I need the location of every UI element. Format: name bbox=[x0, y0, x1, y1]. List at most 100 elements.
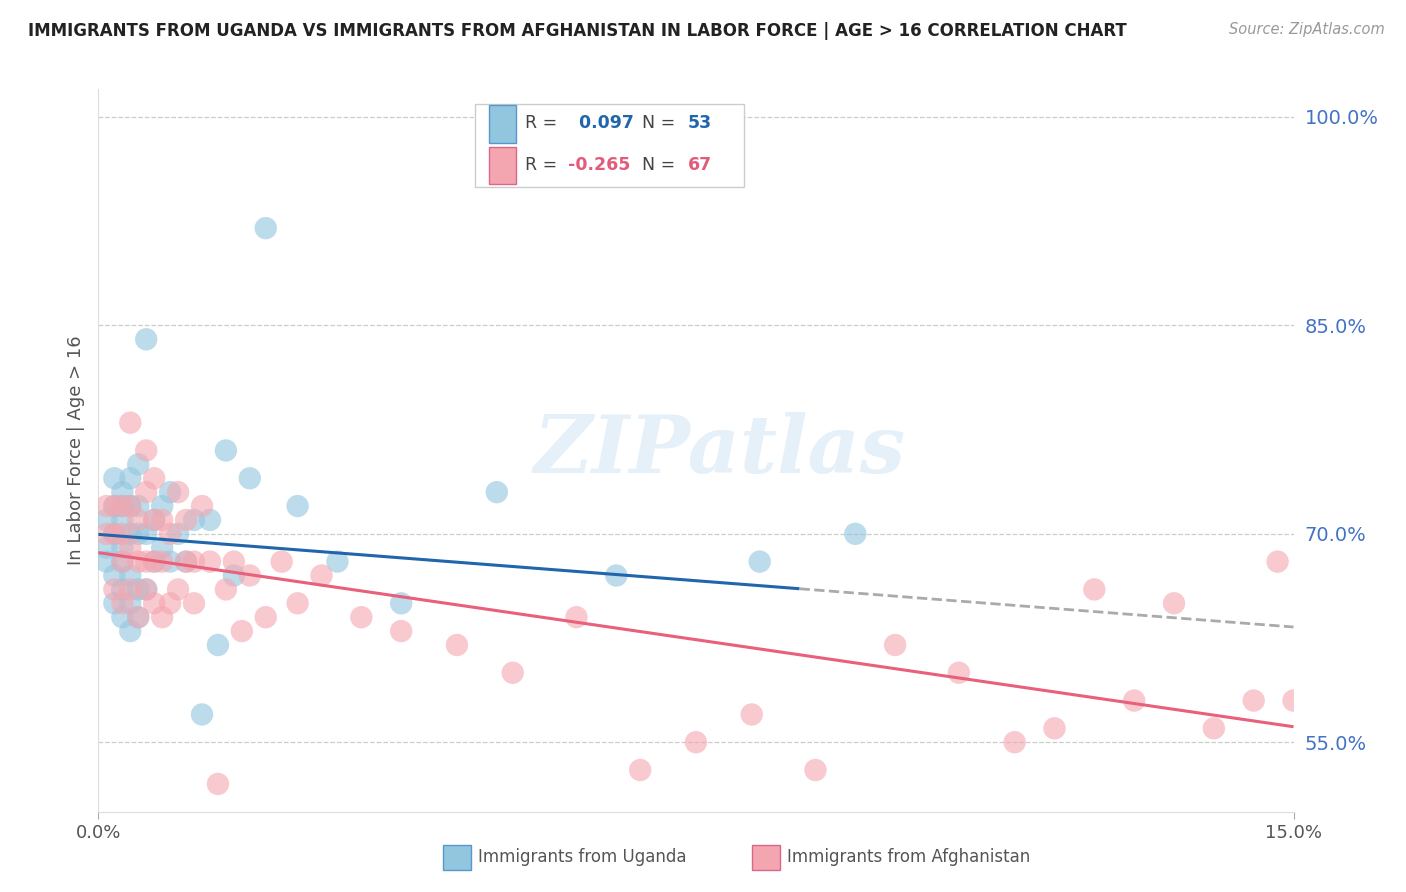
Point bbox=[239, 568, 262, 582]
Point bbox=[127, 582, 149, 597]
Point bbox=[748, 555, 770, 569]
Point bbox=[159, 526, 181, 541]
Point bbox=[167, 526, 190, 541]
Point bbox=[207, 777, 229, 791]
Point bbox=[127, 526, 149, 541]
Point bbox=[96, 499, 118, 513]
Point bbox=[111, 499, 134, 513]
Point bbox=[198, 513, 221, 527]
Point bbox=[143, 513, 166, 527]
Point bbox=[103, 526, 125, 541]
Point bbox=[143, 555, 166, 569]
Point bbox=[120, 582, 142, 597]
Point bbox=[127, 513, 149, 527]
Point bbox=[127, 610, 149, 624]
Point bbox=[120, 471, 142, 485]
Point bbox=[326, 555, 349, 569]
Point bbox=[127, 610, 149, 624]
Point bbox=[96, 526, 118, 541]
Point bbox=[127, 458, 149, 472]
Point bbox=[222, 555, 245, 569]
FancyBboxPatch shape bbox=[475, 103, 744, 186]
Point bbox=[103, 526, 125, 541]
Point bbox=[1243, 693, 1265, 707]
Point bbox=[526, 860, 548, 874]
Point bbox=[1004, 735, 1026, 749]
Point bbox=[103, 499, 125, 513]
Point bbox=[111, 610, 134, 624]
Point bbox=[135, 582, 157, 597]
Point bbox=[96, 555, 118, 569]
Point bbox=[1123, 693, 1146, 707]
Point bbox=[565, 610, 588, 624]
Point bbox=[120, 624, 142, 639]
Point bbox=[174, 555, 197, 569]
Point bbox=[948, 665, 970, 680]
Point bbox=[150, 610, 173, 624]
Point bbox=[135, 485, 157, 500]
Point bbox=[844, 526, 866, 541]
Point bbox=[96, 541, 118, 555]
Point bbox=[159, 485, 181, 500]
Point bbox=[167, 582, 190, 597]
Point bbox=[111, 582, 134, 597]
Point bbox=[103, 471, 125, 485]
Point bbox=[1163, 596, 1185, 610]
Point bbox=[485, 485, 508, 500]
Point bbox=[103, 582, 125, 597]
Point bbox=[167, 485, 190, 500]
Point bbox=[150, 513, 173, 527]
Text: -0.265: -0.265 bbox=[568, 156, 630, 174]
Point bbox=[239, 471, 262, 485]
Point bbox=[1043, 722, 1066, 736]
Point bbox=[135, 555, 157, 569]
Point bbox=[1298, 777, 1320, 791]
Point bbox=[111, 596, 134, 610]
Point bbox=[150, 555, 173, 569]
Point bbox=[135, 526, 157, 541]
Point bbox=[198, 555, 221, 569]
Text: N =: N = bbox=[643, 156, 681, 174]
Point bbox=[207, 638, 229, 652]
Point bbox=[120, 526, 142, 541]
Point bbox=[183, 555, 205, 569]
Text: Immigrants from Afghanistan: Immigrants from Afghanistan bbox=[787, 848, 1031, 866]
Point bbox=[628, 763, 651, 777]
Point bbox=[311, 568, 333, 582]
Point bbox=[1083, 582, 1105, 597]
Point bbox=[120, 541, 142, 555]
Point bbox=[120, 416, 142, 430]
Point bbox=[254, 221, 277, 235]
Point bbox=[222, 568, 245, 582]
Text: 67: 67 bbox=[688, 156, 711, 174]
Point bbox=[111, 485, 134, 500]
Point bbox=[103, 596, 125, 610]
Bar bbox=[489, 147, 516, 185]
Point bbox=[103, 499, 125, 513]
Text: IMMIGRANTS FROM UGANDA VS IMMIGRANTS FROM AFGHANISTAN IN LABOR FORCE | AGE > 16 : IMMIGRANTS FROM UGANDA VS IMMIGRANTS FRO… bbox=[28, 22, 1126, 40]
Point bbox=[174, 555, 197, 569]
Point bbox=[150, 499, 173, 513]
Point bbox=[287, 499, 309, 513]
Point bbox=[1267, 555, 1289, 569]
Point bbox=[215, 443, 238, 458]
Point bbox=[150, 541, 173, 555]
Point bbox=[446, 638, 468, 652]
Point bbox=[254, 610, 277, 624]
Point bbox=[215, 582, 238, 597]
Point bbox=[191, 499, 214, 513]
Text: R =: R = bbox=[524, 114, 562, 132]
Point bbox=[502, 665, 524, 680]
Point bbox=[191, 707, 214, 722]
Point bbox=[159, 596, 181, 610]
Point bbox=[159, 555, 181, 569]
Point bbox=[135, 582, 157, 597]
Point bbox=[135, 443, 157, 458]
Point bbox=[135, 332, 157, 346]
Point bbox=[804, 763, 827, 777]
Text: 0.097: 0.097 bbox=[572, 114, 634, 132]
Point bbox=[183, 596, 205, 610]
Bar bbox=[489, 105, 516, 143]
Point bbox=[350, 610, 373, 624]
Point bbox=[111, 499, 134, 513]
